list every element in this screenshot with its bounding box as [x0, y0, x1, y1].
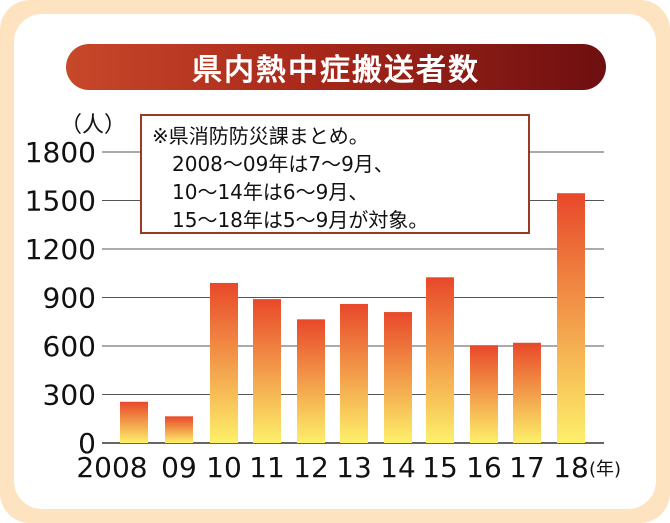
- y-tick-label: 1500: [25, 185, 96, 218]
- x-axis-unit: (年): [589, 459, 622, 480]
- x-tick-label: 09: [161, 451, 197, 484]
- y-tick-labels: 0 300 600 900 1200 1500 1800: [25, 136, 96, 460]
- y-tick-label: 0: [78, 427, 96, 460]
- bar-13: [340, 303, 368, 443]
- x-tick-label: 2008: [76, 451, 147, 484]
- y-tick-label: 900: [43, 282, 96, 315]
- bar-18: [557, 193, 585, 443]
- y-tick-label: 300: [43, 379, 96, 412]
- x-tick-label: 15: [422, 451, 458, 484]
- bar-12: [297, 319, 325, 443]
- x-tick-label: 16: [466, 451, 502, 484]
- title-banner: 県内熱中症搬送者数: [66, 44, 606, 90]
- y-tick-label: 600: [43, 330, 96, 363]
- bars: [120, 193, 585, 443]
- note-line-2: 2008～09年は7～9月、: [152, 152, 394, 176]
- bar-14: [384, 312, 412, 443]
- x-tick-label: 18: [553, 451, 589, 484]
- bar-16: [470, 345, 498, 443]
- x-tick-label: 14: [380, 451, 416, 484]
- x-tick-label: 12: [293, 451, 329, 484]
- x-tick-label: 10: [206, 451, 242, 484]
- y-axis-unit: （人）: [60, 113, 127, 138]
- note-line-1: ※県消防防災課まとめ。: [152, 124, 369, 148]
- y-tick-label: 1800: [25, 136, 96, 169]
- bar-09: [165, 416, 193, 443]
- chart-title: 県内熱中症搬送者数: [192, 53, 480, 88]
- bar-10: [210, 282, 238, 443]
- x-tick-label: 13: [336, 451, 372, 484]
- x-tick-labels: 2008 09 10 11 12 13 14 15 16 17 18: [76, 451, 588, 484]
- y-tick-label: 1200: [25, 233, 96, 266]
- bar-17: [513, 342, 541, 443]
- bar-11: [253, 299, 281, 443]
- note-line-3: 10～14年は6～9月、: [152, 180, 369, 204]
- bar-15: [426, 277, 454, 443]
- x-tick-label: 11: [249, 451, 285, 484]
- source-note: ※県消防防災課まとめ。 2008～09年は7～9月、 10～14年は6～9月、 …: [140, 114, 530, 234]
- x-tick-label: 17: [509, 451, 545, 484]
- bar-2008: [120, 401, 148, 443]
- note-line-4: 15～18年は5～9月が対象。: [152, 208, 429, 232]
